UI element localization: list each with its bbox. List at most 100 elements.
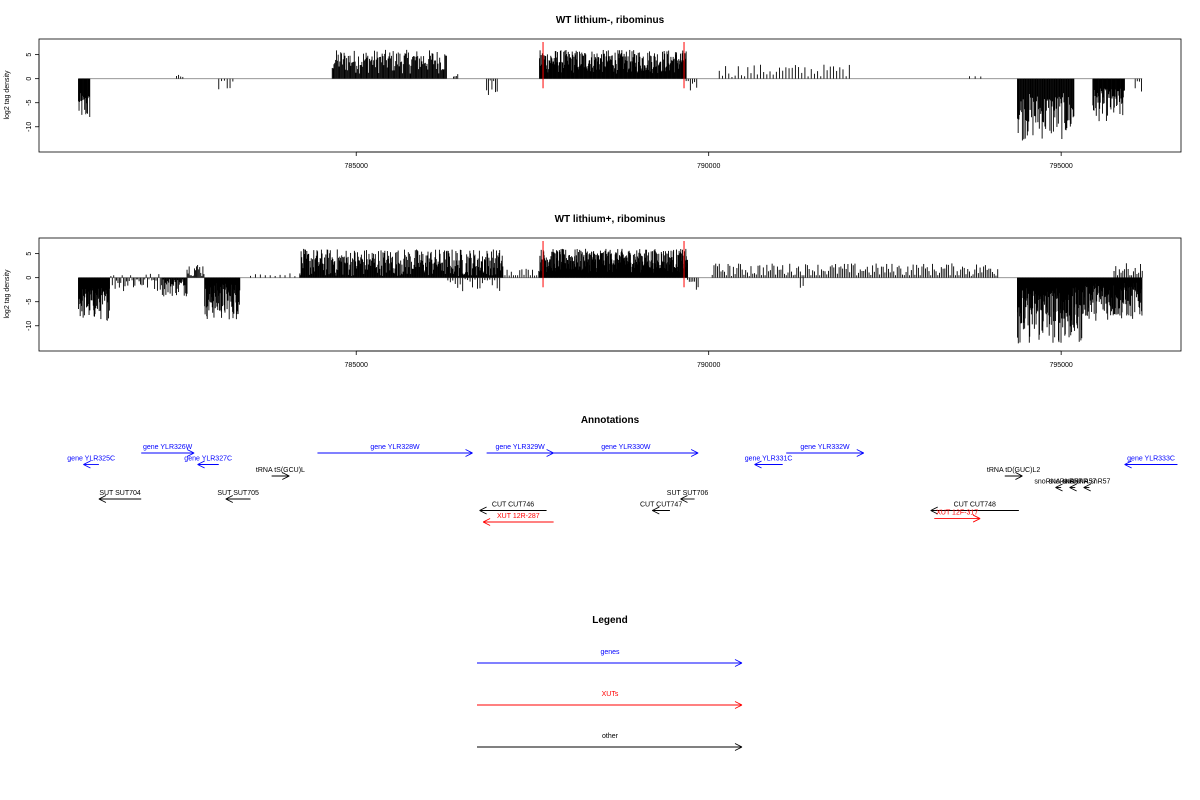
arrow-head-icon	[225, 495, 234, 500]
arrow-head-icon	[1083, 483, 1091, 488]
annotation-label: gene YLR329W	[495, 444, 545, 451]
x-tick-label: 785000	[345, 163, 368, 170]
arrow-head-icon	[186, 452, 195, 457]
arrow-head-icon	[1069, 483, 1077, 488]
panel-title: WT lithium-, ribominus	[556, 15, 665, 26]
arrow-head-icon	[972, 518, 981, 523]
arrow-head-icon	[197, 460, 205, 465]
arrow-head-icon	[734, 746, 743, 751]
arrow-head-icon	[465, 452, 473, 457]
y-tick-label: -5	[26, 100, 33, 106]
arrow-head-icon	[1055, 483, 1063, 488]
y-tick-label: -10	[26, 122, 33, 132]
arrow-head-icon	[930, 510, 938, 515]
plot-frame	[38, 38, 1182, 153]
legend-label: genes	[600, 649, 620, 656]
x-axis: 785000 790000 795000	[345, 151, 1073, 170]
arrow-head-icon	[1069, 487, 1077, 492]
arrow-head-icon	[1015, 472, 1023, 477]
arrow-head-icon	[1083, 487, 1091, 492]
panel-title: WT lithium+, ribominus	[555, 214, 666, 225]
annotation-feature: snoRNA snR57	[1034, 479, 1082, 492]
arrow-head-icon	[972, 514, 981, 519]
annotation-label: tRNA tD(GUC)L2	[987, 467, 1040, 474]
annotation-label: snoRNA snR57	[1034, 479, 1082, 486]
legend-label: XUTs	[602, 691, 619, 698]
y-tick-label: -5	[26, 299, 33, 305]
legend-items: genes XUTs other	[477, 649, 743, 751]
x-tick-label: 790000	[697, 163, 720, 170]
legend-panel: Legend genes XUTs other	[477, 615, 743, 751]
annotation-label: CUT CUT747	[640, 502, 682, 509]
legend-title: Legend	[592, 615, 628, 626]
annotation-feature: gene YLR333C	[1124, 456, 1178, 469]
annotation-label: tRNA tS(GCU)L	[256, 467, 305, 474]
annotation-label: gene YLR328W	[370, 444, 420, 451]
annotation-label: SUT SUT704	[99, 490, 141, 497]
y-tick-label: 0	[26, 77, 33, 81]
annotation-label: gene YLR332W	[800, 444, 850, 451]
annotation-label: snoRNA snR57	[1063, 479, 1111, 486]
annotation-label: SUT SUT705	[217, 490, 259, 497]
annotation-feature: gene YLR328W	[317, 444, 473, 457]
bar-series	[78, 42, 1143, 141]
track-panel-lithium-minus: WT lithium-, ribominus log2 tag density …	[4, 15, 1182, 170]
bar-series	[78, 241, 1143, 344]
arrow-head-icon	[479, 510, 487, 515]
y-axis-label: log2 tag density	[4, 70, 11, 120]
annotation-feature: SUT SUT704	[98, 490, 142, 503]
y-tick-label: 0	[26, 276, 33, 280]
annotation-feature: gene YLR326W	[141, 444, 195, 457]
arrow-head-icon	[680, 498, 688, 503]
annotation-label: XUT 12F-317	[936, 510, 978, 517]
arrow-head-icon	[482, 521, 491, 526]
arrow-head-icon	[1015, 475, 1023, 480]
annotation-feature: CUT CUT748	[930, 502, 1019, 515]
arrow-head-icon	[652, 506, 660, 511]
legend-item: genes	[477, 649, 743, 667]
annotation-feature: gene YLR332W	[786, 444, 864, 457]
arrow-head-icon	[930, 506, 938, 511]
arrow-head-icon	[734, 743, 743, 748]
annotation-feature: tRNA tD(GUC)L2	[987, 467, 1040, 480]
arrow-head-icon	[734, 701, 743, 706]
arrow-head-icon	[734, 704, 743, 709]
annotation-feature: CUT CUT747	[640, 502, 682, 515]
arrow-head-icon	[856, 452, 864, 457]
annotation-label: snoRNA snR57	[1049, 479, 1097, 486]
annotation-label: gene YLR331C	[745, 456, 793, 463]
annotation-features: gene YLR325C gene YLR326W gene YLR327C gene…	[67, 444, 1178, 526]
y-axis: 5 0 -5 -10	[26, 252, 40, 331]
annotation-feature: snoRNA snR57	[1063, 479, 1111, 492]
y-tick-label: 5	[26, 53, 33, 57]
arrow-head-icon	[83, 464, 91, 469]
arrow-head-icon	[225, 498, 234, 503]
annotation-feature: XUT 12F-317	[934, 510, 981, 523]
arrow-head-icon	[856, 449, 864, 454]
annotation-feature: XUT 12R-287	[482, 513, 554, 526]
arrow-head-icon	[734, 662, 743, 667]
arrow-head-icon	[734, 659, 743, 664]
annotation-feature: CUT CUT746	[479, 502, 547, 515]
arrow-head-icon	[186, 449, 195, 454]
x-tick-label: 785000	[345, 362, 368, 369]
annotation-feature: SUT SUT705	[217, 490, 259, 503]
arrow-head-icon	[754, 464, 762, 469]
arrow-head-icon	[465, 449, 473, 454]
annotation-label: gene YLR326W	[143, 444, 193, 451]
y-tick-label: -10	[26, 321, 33, 331]
annotation-feature: SUT SUT706	[667, 490, 708, 503]
arrow-head-icon	[482, 518, 491, 523]
x-axis: 785000 790000 795000	[345, 350, 1073, 369]
x-tick-label: 790000	[697, 362, 720, 369]
annotation-feature: gene YLR330W	[553, 444, 699, 457]
annotation-feature: gene YLR325C	[67, 456, 115, 469]
legend-item: other	[477, 733, 743, 751]
arrow-head-icon	[83, 460, 91, 465]
legend-item: XUTs	[477, 691, 743, 709]
arrow-head-icon	[652, 510, 660, 515]
arrow-head-icon	[690, 449, 699, 454]
legend-label: other	[602, 733, 619, 740]
